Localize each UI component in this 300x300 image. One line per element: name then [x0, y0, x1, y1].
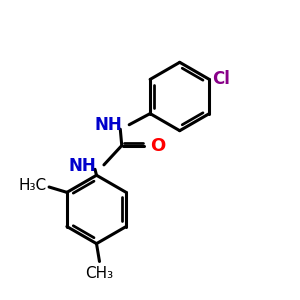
Text: NH: NH: [69, 157, 97, 175]
Text: H₃C: H₃C: [19, 178, 47, 193]
Text: CH₃: CH₃: [85, 266, 113, 281]
Text: NH: NH: [94, 116, 122, 134]
Text: Cl: Cl: [212, 70, 230, 88]
Text: O: O: [150, 136, 165, 154]
